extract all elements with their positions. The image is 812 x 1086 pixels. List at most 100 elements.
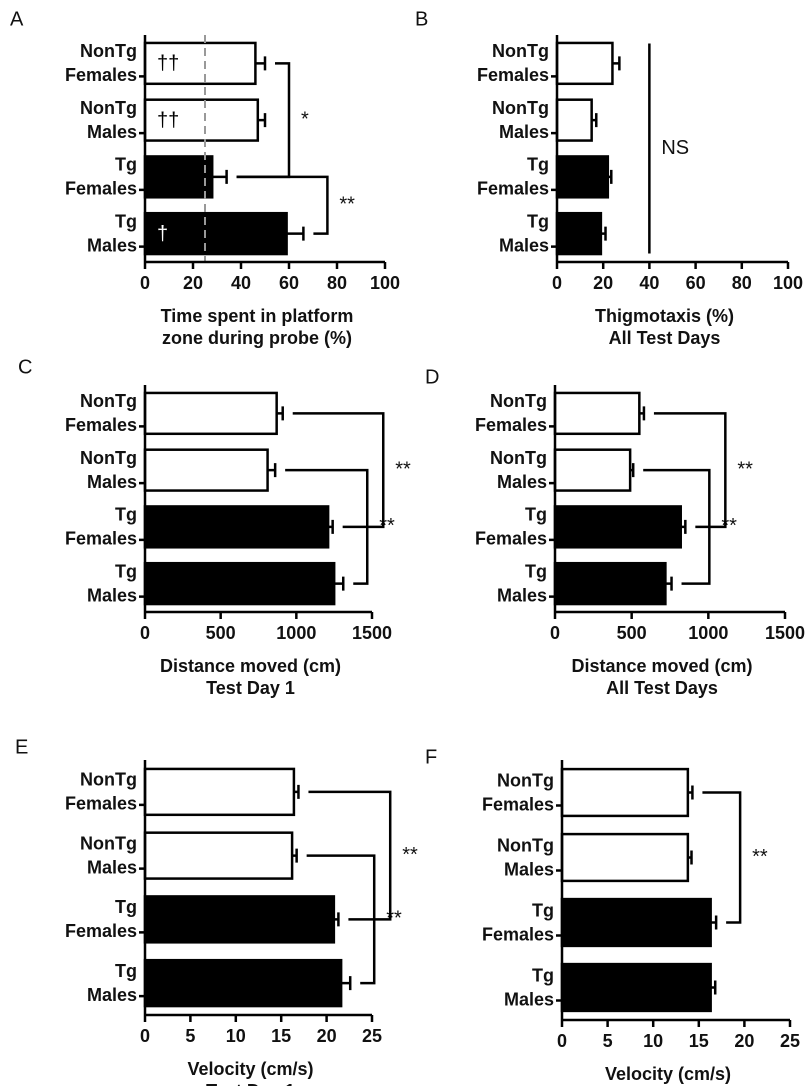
category-label: NonTg [497, 835, 554, 855]
category-label: NonTg [80, 770, 137, 790]
category-label: Males [499, 122, 549, 142]
error-bar [665, 576, 673, 591]
x-tick-label: 100 [773, 273, 803, 293]
bar [553, 561, 667, 606]
error-bar [334, 576, 345, 591]
panel-letter: D [425, 366, 439, 388]
category-label: NonTg [490, 391, 547, 411]
significance-bracket [292, 412, 385, 529]
x-tick-label: 40 [639, 273, 659, 293]
category-label: NonTg [80, 98, 137, 118]
significance-label: * [301, 108, 309, 130]
category-label: Males [87, 985, 137, 1005]
x-tick-label: 0 [557, 1031, 567, 1051]
significance-bracket [702, 791, 742, 924]
bar-annotation: † [157, 223, 168, 245]
category-label: Females [482, 924, 554, 944]
category-label: Tg [532, 965, 554, 985]
x-axis-label: All Test Days [609, 328, 721, 348]
category-label: Tg [525, 561, 547, 581]
bar [553, 505, 682, 549]
category-label: Females [477, 179, 549, 199]
bar [143, 211, 288, 256]
bar [143, 958, 343, 1008]
x-tick-label: 500 [617, 623, 647, 643]
x-tick-label: 80 [732, 273, 752, 293]
category-label: Males [497, 472, 547, 492]
bar [143, 448, 269, 492]
error-bar [267, 463, 277, 478]
category-label: Tg [525, 505, 547, 525]
category-label: Females [477, 65, 549, 85]
x-axis-label: zone during probe (%) [162, 328, 352, 348]
bar [143, 505, 330, 549]
category-label: Males [87, 122, 137, 142]
x-tick-label: 1000 [276, 623, 316, 643]
bar [143, 895, 336, 944]
x-tick-label: 1500 [352, 623, 392, 643]
error-bar [639, 406, 646, 421]
error-bar [687, 850, 693, 865]
bar [143, 391, 278, 436]
category-label: Tg [527, 211, 549, 231]
category-label: Tg [115, 211, 137, 231]
significance-label: ** [395, 458, 411, 480]
category-label: Females [475, 529, 547, 549]
category-label: Tg [527, 155, 549, 175]
significance-label: NS [661, 137, 689, 159]
x-tick-label: 1500 [765, 623, 805, 643]
bar [560, 832, 690, 883]
error-bar [710, 915, 718, 930]
x-axis-label: All Test Days [606, 678, 718, 698]
category-label: Males [499, 235, 549, 255]
category-label: Females [65, 794, 137, 814]
error-bar [292, 848, 298, 863]
category-label: Tg [532, 900, 554, 920]
error-bar [255, 56, 267, 71]
x-tick-label: 0 [552, 273, 562, 293]
x-tick-label: 1000 [688, 623, 728, 643]
bar-annotation: †† [157, 109, 179, 131]
bar [555, 41, 614, 86]
category-label: Males [504, 989, 554, 1009]
bar [555, 155, 610, 199]
panel-letter: C [18, 356, 32, 378]
x-tick-label: 15 [689, 1031, 709, 1051]
x-tick-label: 0 [140, 273, 150, 293]
x-tick-label: 20 [593, 273, 613, 293]
category-label: NonTg [492, 41, 549, 61]
bar [555, 98, 593, 142]
bar [560, 767, 690, 818]
category-label: Males [497, 585, 547, 605]
x-tick-label: 0 [140, 1026, 150, 1046]
x-axis-label: Time spent in platform [161, 306, 354, 326]
x-tick-label: 40 [231, 273, 251, 293]
category-label: Females [65, 65, 137, 85]
error-bar [680, 519, 687, 534]
category-label: NonTg [492, 98, 549, 118]
error-bar [591, 113, 598, 128]
x-tick-label: 20 [183, 273, 203, 293]
category-label: NonTg [490, 448, 547, 468]
x-tick-label: 5 [185, 1026, 195, 1046]
category-label: Tg [115, 561, 137, 581]
panel-letter: E [15, 736, 28, 758]
error-bar [212, 169, 228, 184]
x-tick-label: 15 [271, 1026, 291, 1046]
significance-label: ** [402, 844, 418, 866]
error-bar [257, 113, 267, 128]
x-axis-label: Velocity (cm/s) [187, 1059, 313, 1079]
category-label: Tg [115, 155, 137, 175]
significance-bracket [653, 412, 727, 529]
x-axis-label: Distance moved (cm) [571, 656, 752, 676]
bar [553, 448, 632, 492]
category-label: NonTg [497, 770, 554, 790]
bar [143, 767, 296, 817]
error-bar [612, 56, 621, 71]
category-label: NonTg [80, 833, 137, 853]
x-tick-label: 20 [317, 1026, 337, 1046]
category-label: Tg [115, 961, 137, 981]
category-label: Females [65, 529, 137, 549]
error-bar [607, 169, 613, 184]
category-label: Males [504, 859, 554, 879]
